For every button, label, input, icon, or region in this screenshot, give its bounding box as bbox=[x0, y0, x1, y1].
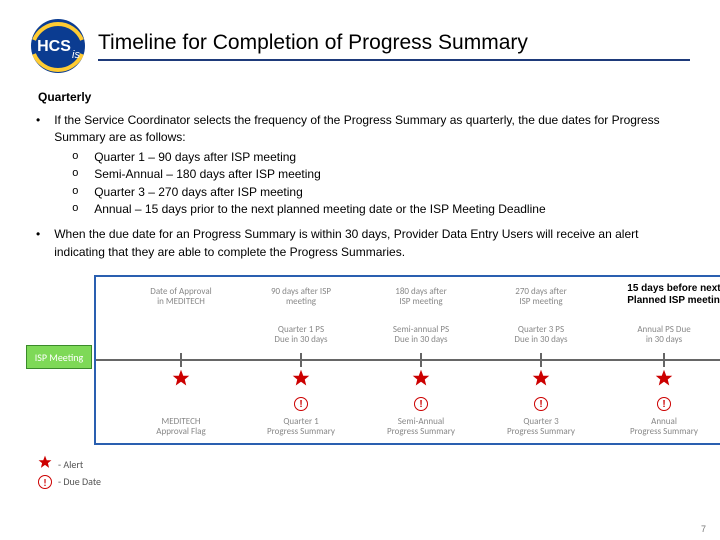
slide: HCS is Timeline for Completion of Progre… bbox=[0, 0, 720, 540]
page-title: Timeline for Completion of Progress Summ… bbox=[98, 31, 690, 61]
col-mid-label: Annual PS Duein 30 days bbox=[604, 325, 720, 345]
col-top-label: 270 days afterISP meeting bbox=[486, 287, 596, 307]
svg-text:is: is bbox=[72, 49, 80, 61]
bullet-1: • If the Service Coordinator selects the… bbox=[36, 112, 684, 218]
col-top-label: 90 days after ISPmeeting bbox=[246, 287, 356, 307]
bullet-2: • When the due date for an Progress Summ… bbox=[36, 226, 684, 261]
col-top-label: 180 days afterISP meeting bbox=[366, 287, 476, 307]
legend-alert: - Alert bbox=[38, 455, 690, 474]
col-bottom-label: MEDITECHApproval Flag bbox=[126, 417, 236, 437]
col-bottom-label: AnnualProgress Summary bbox=[604, 417, 720, 437]
due-icon: ! bbox=[38, 475, 52, 489]
page-number: 7 bbox=[701, 524, 706, 534]
logo: HCS is bbox=[30, 18, 86, 74]
timeline-col-0: Date of Approvalin MEDITECH MEDITECHAppro… bbox=[126, 277, 236, 443]
col-mid-label: Quarter 1 PSDue in 30 days bbox=[246, 325, 356, 345]
sub-bullet-1: Quarter 1 – 90 days after ISP meeting bbox=[72, 149, 684, 166]
svg-text:HCS: HCS bbox=[37, 38, 71, 55]
timeline-col-1: 90 days after ISPmeeting Quarter 1 PSDue … bbox=[246, 277, 356, 443]
sub-bullet-2: Semi-Annual – 180 days after ISP meeting bbox=[72, 166, 684, 183]
legend-due: ! - Due Date bbox=[38, 474, 690, 490]
col-bottom-label: Semi-AnnualProgress Summary bbox=[366, 417, 476, 437]
bullet-1-text: If the Service Coordinator selects the f… bbox=[54, 113, 659, 144]
body-text: • If the Service Coordinator selects the… bbox=[30, 112, 690, 261]
timeline-col-4: Annual PS Duein 30 days AnnualProgress Su… bbox=[604, 277, 720, 443]
section-subtitle: Quarterly bbox=[38, 90, 690, 104]
star-icon bbox=[38, 455, 52, 474]
col-top-label: Date of Approvalin MEDITECH bbox=[126, 287, 236, 307]
col-bottom-label: Quarter 3Progress Summary bbox=[486, 417, 596, 437]
timeline-col-3: 270 days afterISP meeting Quarter 3 PSDue… bbox=[486, 277, 596, 443]
timeline-col-2: 180 days afterISP meeting Semi-annual PSD… bbox=[366, 277, 476, 443]
col-bottom-label: Quarter 1Progress Summary bbox=[246, 417, 356, 437]
timeline-diagram: 15 days before next Planned ISP meeting … bbox=[94, 275, 720, 445]
isp-meeting-box: ISP Meeting bbox=[26, 345, 92, 369]
bullet-2-text: When the due date for an Progress Summar… bbox=[54, 227, 638, 258]
sub-bullet-4: Annual – 15 days prior to the next plann… bbox=[72, 201, 684, 218]
sub-bullet-3: Quarter 3 – 270 days after ISP meeting bbox=[72, 184, 684, 201]
col-mid-label: Quarter 3 PSDue in 30 days bbox=[486, 325, 596, 345]
col-mid-label: Semi-annual PSDue in 30 days bbox=[366, 325, 476, 345]
legend: - Alert ! - Due Date bbox=[38, 455, 690, 490]
header: HCS is Timeline for Completion of Progre… bbox=[30, 18, 690, 74]
